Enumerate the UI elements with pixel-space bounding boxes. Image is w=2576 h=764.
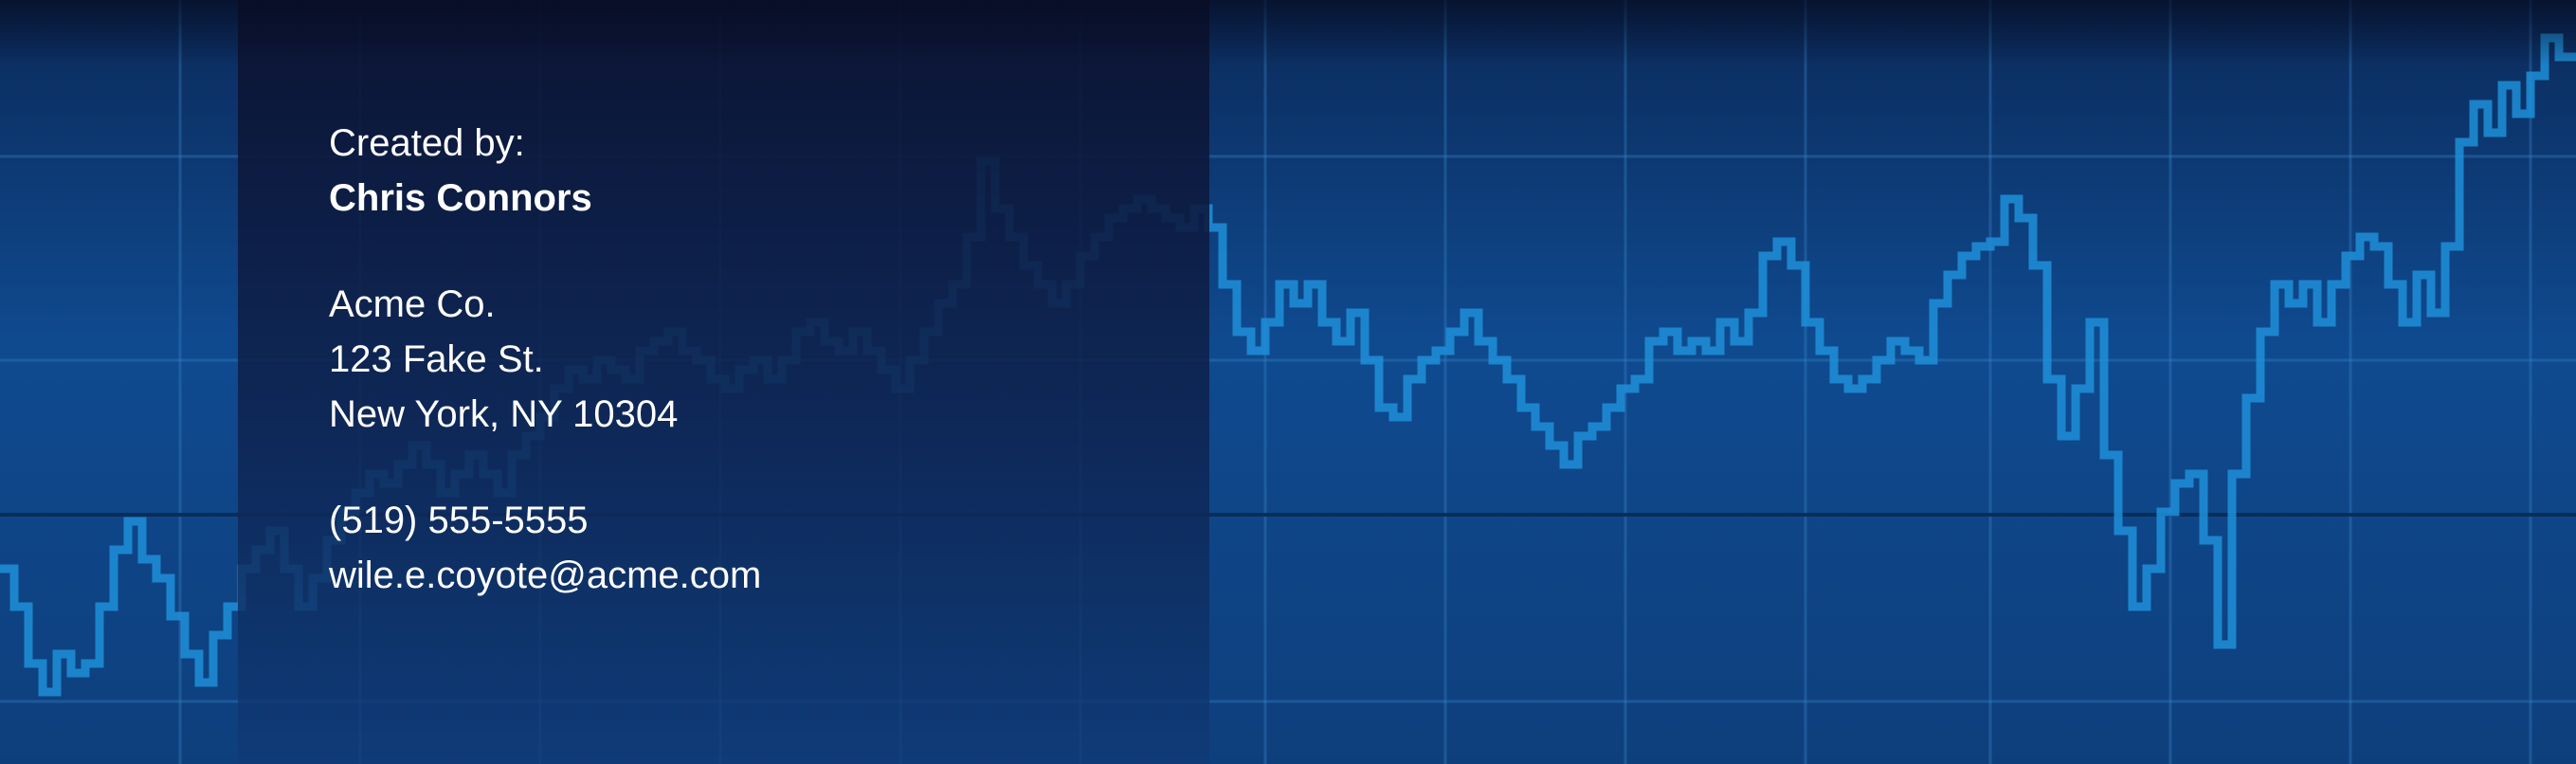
spacer (329, 226, 761, 277)
street-address: 123 Fake St. (329, 338, 544, 380)
email-address: wile.e.coyote@acme.com (329, 555, 762, 596)
company-name: Acme Co. (329, 283, 496, 325)
spacer (329, 442, 761, 493)
author-name: Chris Connors (329, 177, 592, 219)
contact-card: Created by: Chris Connors Acme Co. 123 F… (329, 116, 761, 603)
created-by-label: Created by: (329, 122, 525, 164)
city-address: New York, NY 10304 (329, 393, 679, 435)
top-shade (0, 0, 2576, 66)
info-panel (238, 0, 1209, 764)
phone-number: (519) 555-5555 (329, 500, 589, 541)
